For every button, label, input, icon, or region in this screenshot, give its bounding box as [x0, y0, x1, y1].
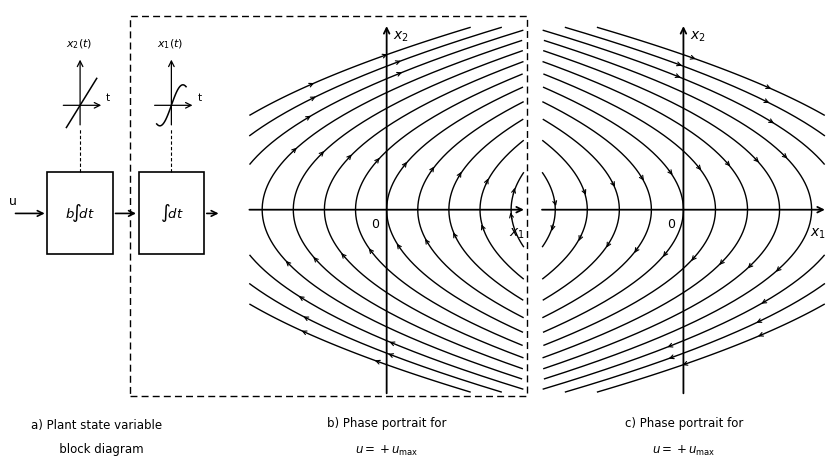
Text: $u = +u_{\mathrm{max}}$: $u = +u_{\mathrm{max}}$: [355, 444, 419, 458]
FancyBboxPatch shape: [139, 172, 204, 254]
Text: t: t: [106, 94, 110, 103]
Text: $x_1$: $x_1$: [509, 226, 525, 240]
Text: $x_2(t)$: $x_2(t)$: [66, 38, 92, 51]
Text: t: t: [197, 94, 201, 103]
Text: 0: 0: [667, 218, 675, 231]
Text: $b\!\int\!dt$: $b\!\int\!dt$: [65, 202, 95, 225]
FancyBboxPatch shape: [48, 172, 113, 254]
Text: $x_1(t)$: $x_1(t)$: [157, 38, 183, 51]
Text: 0: 0: [371, 218, 379, 231]
Text: $\int\!dt$: $\int\!dt$: [160, 202, 183, 225]
Text: $x_2$: $x_2$: [690, 29, 706, 44]
Text: a) Plant state variable: a) Plant state variable: [31, 419, 161, 432]
Text: c) Phase portrait for: c) Phase portrait for: [624, 417, 743, 430]
Text: $x_1$: $x_1$: [810, 226, 826, 240]
Text: b) Phase portrait for: b) Phase portrait for: [328, 417, 446, 430]
Text: u: u: [9, 195, 18, 208]
Text: block diagram: block diagram: [48, 443, 144, 456]
Text: $u = +u_{\mathrm{max}}$: $u = +u_{\mathrm{max}}$: [652, 444, 716, 458]
Text: $x_2$: $x_2$: [393, 29, 409, 44]
